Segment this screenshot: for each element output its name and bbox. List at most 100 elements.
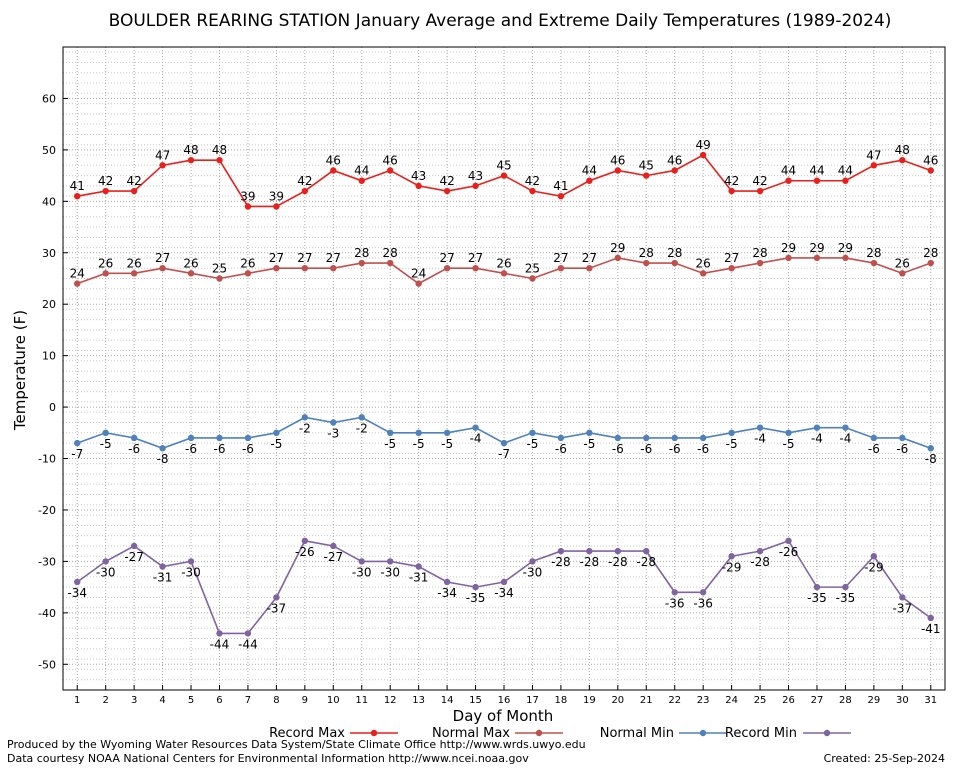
data-label-record-min: -35 xyxy=(466,591,486,605)
data-point-record-max xyxy=(927,167,934,174)
data-point-record-min xyxy=(443,578,451,586)
data-label-normal-max: 26 xyxy=(98,256,113,270)
data-point-normal-min xyxy=(358,414,365,421)
data-point-record-min xyxy=(586,547,593,555)
y-tick-label: -30 xyxy=(38,555,56,568)
series-normal-min: -7 -5 -6 -8 -6 -6 -6 -5 -2 -3 -2 -5 -5 -5 -4 -7 -5 -6 -5 -6… xyxy=(71,414,937,466)
data-label-normal-min: -6 xyxy=(640,442,652,456)
data-label-normal-max: 27 xyxy=(582,251,597,265)
data-label-record-min: -27 xyxy=(124,550,144,564)
data-label-record-max: 49 xyxy=(696,138,711,152)
legend-label-normal-min: Normal Min xyxy=(600,726,674,741)
x-tick-label: 20 xyxy=(611,695,624,706)
data-label-record-min: -26 xyxy=(295,545,315,559)
data-label-record-min: -28 xyxy=(636,555,656,569)
data-label-normal-min: -5 xyxy=(583,437,595,451)
x-tick-label: 24 xyxy=(725,695,738,706)
data-label-normal-min: -6 xyxy=(697,442,709,456)
data-label-normal-min: -6 xyxy=(213,442,225,456)
data-label-record-max: 44 xyxy=(354,164,369,178)
data-point-normal-min xyxy=(102,429,109,436)
data-label-normal-min: -4 xyxy=(811,432,823,446)
data-label-record-max: 47 xyxy=(155,148,170,162)
data-label-normal-max: 28 xyxy=(383,246,398,260)
data-label-record-min: -30 xyxy=(181,565,201,579)
data-point-normal-max xyxy=(415,280,422,287)
data-point-record-min xyxy=(301,537,309,545)
legend: Record Max Normal Max Normal Min Record Min xyxy=(269,726,851,741)
data-point-record-min xyxy=(330,542,337,550)
data-point-normal-min xyxy=(756,424,764,431)
data-label-record-min: -28 xyxy=(608,555,628,569)
data-point-record-min xyxy=(472,583,479,591)
y-tick-label: 60 xyxy=(42,92,56,105)
y-tick-label: -40 xyxy=(38,607,56,620)
legend-marker-record-min xyxy=(823,729,831,737)
data-point-normal-min xyxy=(330,419,337,426)
data-label-normal-min: -3 xyxy=(327,427,339,441)
data-label-normal-min: -5 xyxy=(413,437,425,451)
data-point-record-max xyxy=(870,162,878,169)
data-point-record-max xyxy=(557,192,565,200)
data-point-record-max xyxy=(102,187,109,195)
data-point-normal-min xyxy=(415,429,422,436)
x-tick-label: 12 xyxy=(384,695,397,706)
data-label-record-max: 44 xyxy=(582,164,597,178)
data-label-record-max: 46 xyxy=(326,153,341,167)
data-label-record-min: -41 xyxy=(921,622,941,636)
data-point-normal-min xyxy=(273,429,280,436)
x-tick-label: 30 xyxy=(896,695,909,706)
data-point-normal-max xyxy=(187,270,195,277)
data-point-record-max xyxy=(614,167,622,174)
data-label-normal-max: 27 xyxy=(155,251,170,265)
x-tick-label: 7 xyxy=(245,695,251,706)
data-point-record-max xyxy=(273,203,280,210)
grid xyxy=(63,47,945,691)
data-label-normal-min: -6 xyxy=(669,442,681,456)
data-label-normal-min: -6 xyxy=(612,442,624,456)
data-label-record-max: 41 xyxy=(70,179,85,193)
data-label-normal-max: 27 xyxy=(297,251,312,265)
data-label-record-min: -30 xyxy=(352,565,372,579)
data-point-normal-min xyxy=(301,414,309,421)
data-label-normal-max: 27 xyxy=(269,251,284,265)
data-point-record-min xyxy=(813,583,821,591)
data-point-normal-max xyxy=(301,264,309,272)
data-point-record-min xyxy=(785,537,792,545)
data-label-normal-max: 28 xyxy=(354,246,369,260)
credit-line-1: Produced by the Wyoming Water Resources … xyxy=(7,738,586,751)
data-label-normal-max: 24 xyxy=(70,267,85,281)
chart-title: BOULDER REARING STATION January Average … xyxy=(109,11,892,31)
data-point-normal-max xyxy=(74,280,81,287)
data-point-normal-min xyxy=(472,424,479,431)
data-point-record-min xyxy=(187,558,195,565)
data-point-record-min xyxy=(557,547,565,555)
data-label-record-max: 39 xyxy=(269,189,284,203)
data-point-normal-min xyxy=(216,434,223,442)
data-label-normal-min: -5 xyxy=(441,437,453,451)
data-label-record-min: -28 xyxy=(551,555,571,569)
data-point-normal-min xyxy=(785,429,792,436)
data-label-normal-max: 25 xyxy=(525,261,540,275)
data-label-normal-max: 26 xyxy=(183,256,198,270)
x-tick-label: 1 xyxy=(74,695,80,706)
data-label-record-max: 45 xyxy=(496,159,511,173)
data-label-record-max: 46 xyxy=(923,153,938,167)
data-point-record-max xyxy=(842,177,849,184)
data-point-normal-max xyxy=(330,264,337,272)
x-tick-label: 18 xyxy=(555,695,568,706)
data-point-normal-min xyxy=(899,434,906,442)
data-label-normal-min: -5 xyxy=(100,437,112,451)
data-label-record-min: -36 xyxy=(665,596,685,610)
x-tick-label: 27 xyxy=(811,695,824,706)
data-point-record-min xyxy=(643,547,650,555)
data-label-normal-min: -6 xyxy=(868,442,880,456)
data-label-normal-min: -7 xyxy=(498,447,510,461)
data-label-record-max: 42 xyxy=(98,174,113,188)
data-label-record-max: 42 xyxy=(724,174,739,188)
data-label-normal-min: -4 xyxy=(839,432,851,446)
data-label-normal-min: -5 xyxy=(726,437,738,451)
data-label-normal-min: -4 xyxy=(754,432,766,446)
data-point-record-max xyxy=(671,167,678,174)
